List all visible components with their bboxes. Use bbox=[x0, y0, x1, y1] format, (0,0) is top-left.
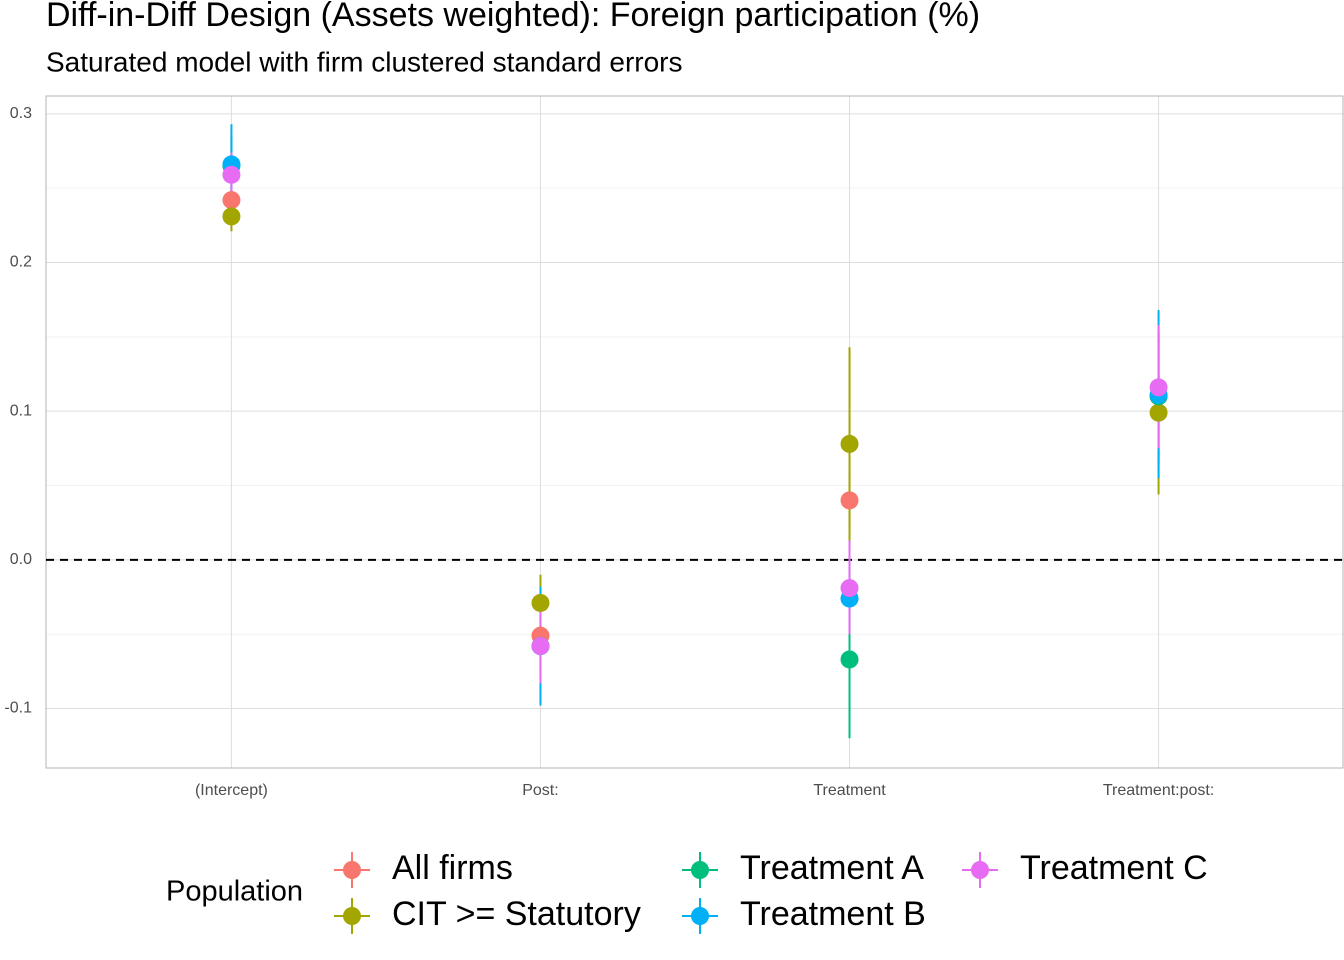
legend-key bbox=[691, 861, 709, 879]
legend-label: CIT >= Statutory bbox=[392, 895, 641, 933]
x-tick-label: Treatment bbox=[813, 782, 886, 799]
point bbox=[222, 165, 241, 184]
point bbox=[840, 579, 859, 598]
point bbox=[840, 650, 859, 669]
y-tick-label: -0.1 bbox=[4, 700, 32, 717]
legend-key bbox=[971, 861, 989, 879]
chart-title: Diff-in-Diff Design (Assets weighted): F… bbox=[46, 0, 980, 34]
x-tick-label: Post: bbox=[522, 782, 558, 799]
point bbox=[222, 207, 241, 226]
legend-label: Treatment B bbox=[740, 895, 926, 933]
y-tick-label: 0.3 bbox=[10, 105, 32, 122]
y-tick-label: 0.0 bbox=[10, 551, 32, 568]
x-tick-label: (Intercept) bbox=[195, 782, 268, 799]
point bbox=[222, 191, 241, 210]
point bbox=[531, 637, 550, 656]
panel-border bbox=[45, 95, 1344, 769]
legend-label: Treatment A bbox=[740, 849, 924, 887]
legend-title: Population bbox=[166, 876, 303, 908]
legend-label: Treatment C bbox=[1020, 849, 1208, 887]
legend-key bbox=[343, 907, 361, 925]
legend-label: All firms bbox=[392, 849, 513, 887]
point bbox=[1149, 403, 1168, 422]
point bbox=[840, 491, 859, 510]
point bbox=[840, 434, 859, 453]
legend-key bbox=[691, 907, 709, 925]
x-tick-label: Treatment:post: bbox=[1103, 782, 1214, 799]
y-tick-label: 0.2 bbox=[10, 254, 32, 271]
legend-key bbox=[343, 861, 361, 879]
chart-subtitle: Saturated model with firm clustered stan… bbox=[46, 46, 683, 77]
point bbox=[531, 593, 550, 612]
point bbox=[1149, 378, 1168, 397]
y-tick-label: 0.1 bbox=[10, 402, 32, 419]
